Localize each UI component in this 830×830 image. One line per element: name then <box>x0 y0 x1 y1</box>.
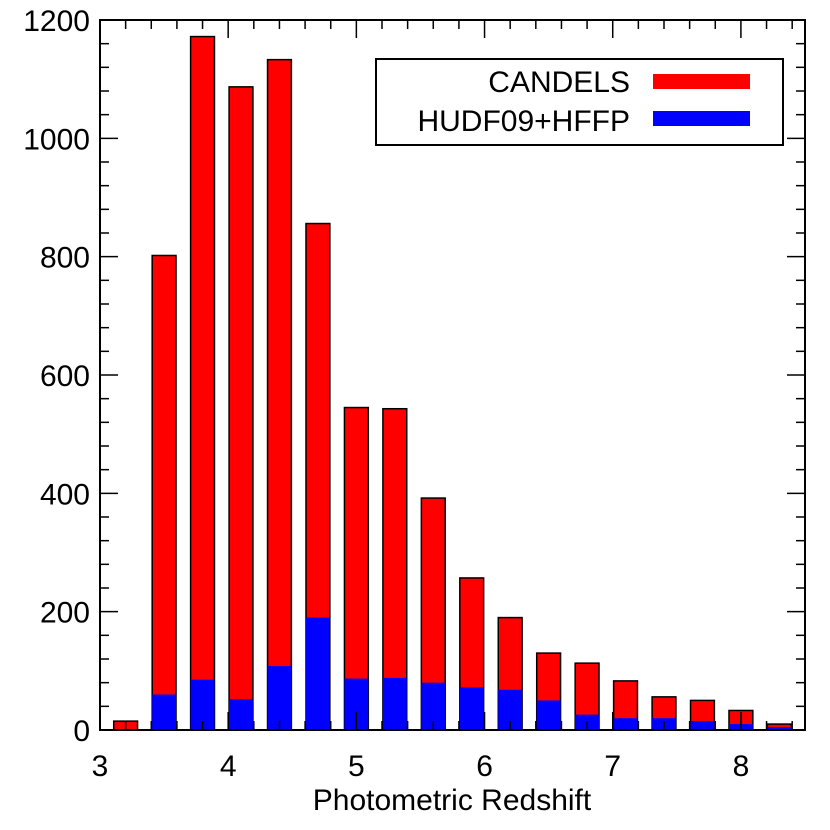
legend-label-candels: CANDELS <box>488 66 630 99</box>
bar-hudf09-hffp-4 <box>267 666 292 730</box>
y-tick-label: 600 <box>40 360 90 393</box>
bar-hudf09-hffp-10 <box>498 689 523 730</box>
x-tick-label: 3 <box>92 750 109 783</box>
bar-hudf09-hffp-17 <box>767 727 792 730</box>
legend-swatch-hudf09-hffp <box>653 111 750 126</box>
bar-hudf09-hffp-8 <box>421 682 446 730</box>
x-tick-label: 8 <box>733 750 750 783</box>
y-tick-label: 400 <box>40 478 90 511</box>
x-tick-label: 6 <box>476 750 493 783</box>
bar-hudf09-hffp-15 <box>690 721 715 730</box>
bar-hudf09-hffp-11 <box>536 700 561 730</box>
axes-layer: 3 4 5 6 7 8 0 200 400 600 800 1000 1200 <box>23 5 806 783</box>
bar-hudf09-hffp-2 <box>190 679 215 730</box>
y-tick-label: 200 <box>40 597 90 630</box>
x-tick-label: 7 <box>604 750 621 783</box>
bar-candels-1 <box>151 254 177 731</box>
bar-hudf09-hffp-13 <box>613 718 638 730</box>
legend-swatch-candels <box>653 74 750 89</box>
legend-box <box>375 58 784 146</box>
y-tick-label: 1000 <box>23 123 90 156</box>
y-tick-label: 800 <box>40 242 90 275</box>
bar-hudf09-hffp-6 <box>344 678 369 730</box>
bars-layer <box>112 35 793 731</box>
bar-hudf09-hffp-1 <box>152 694 177 730</box>
y-tick-label: 0 <box>73 715 90 748</box>
y-tick-label: 1200 <box>23 5 90 38</box>
legend: CANDELS HUDF09+HFFP <box>375 58 784 146</box>
bar-candels-4 <box>266 58 293 731</box>
bar-candels-2 <box>189 35 216 731</box>
bar-hudf09-hffp-5 <box>305 617 330 730</box>
bar-hudf09-hffp-9 <box>459 687 484 730</box>
bar-hudf09-hffp-3 <box>229 699 253 730</box>
legend-label-hudf09-hffp: HUDF09+HFFP <box>417 105 630 138</box>
bar-candels-3 <box>228 86 254 731</box>
x-tick-label: 5 <box>348 750 365 783</box>
x-tick-label: 4 <box>220 750 237 783</box>
bar-hudf09-hffp-7 <box>382 677 407 730</box>
x-axis-title: Photometric Redshift <box>313 784 592 817</box>
